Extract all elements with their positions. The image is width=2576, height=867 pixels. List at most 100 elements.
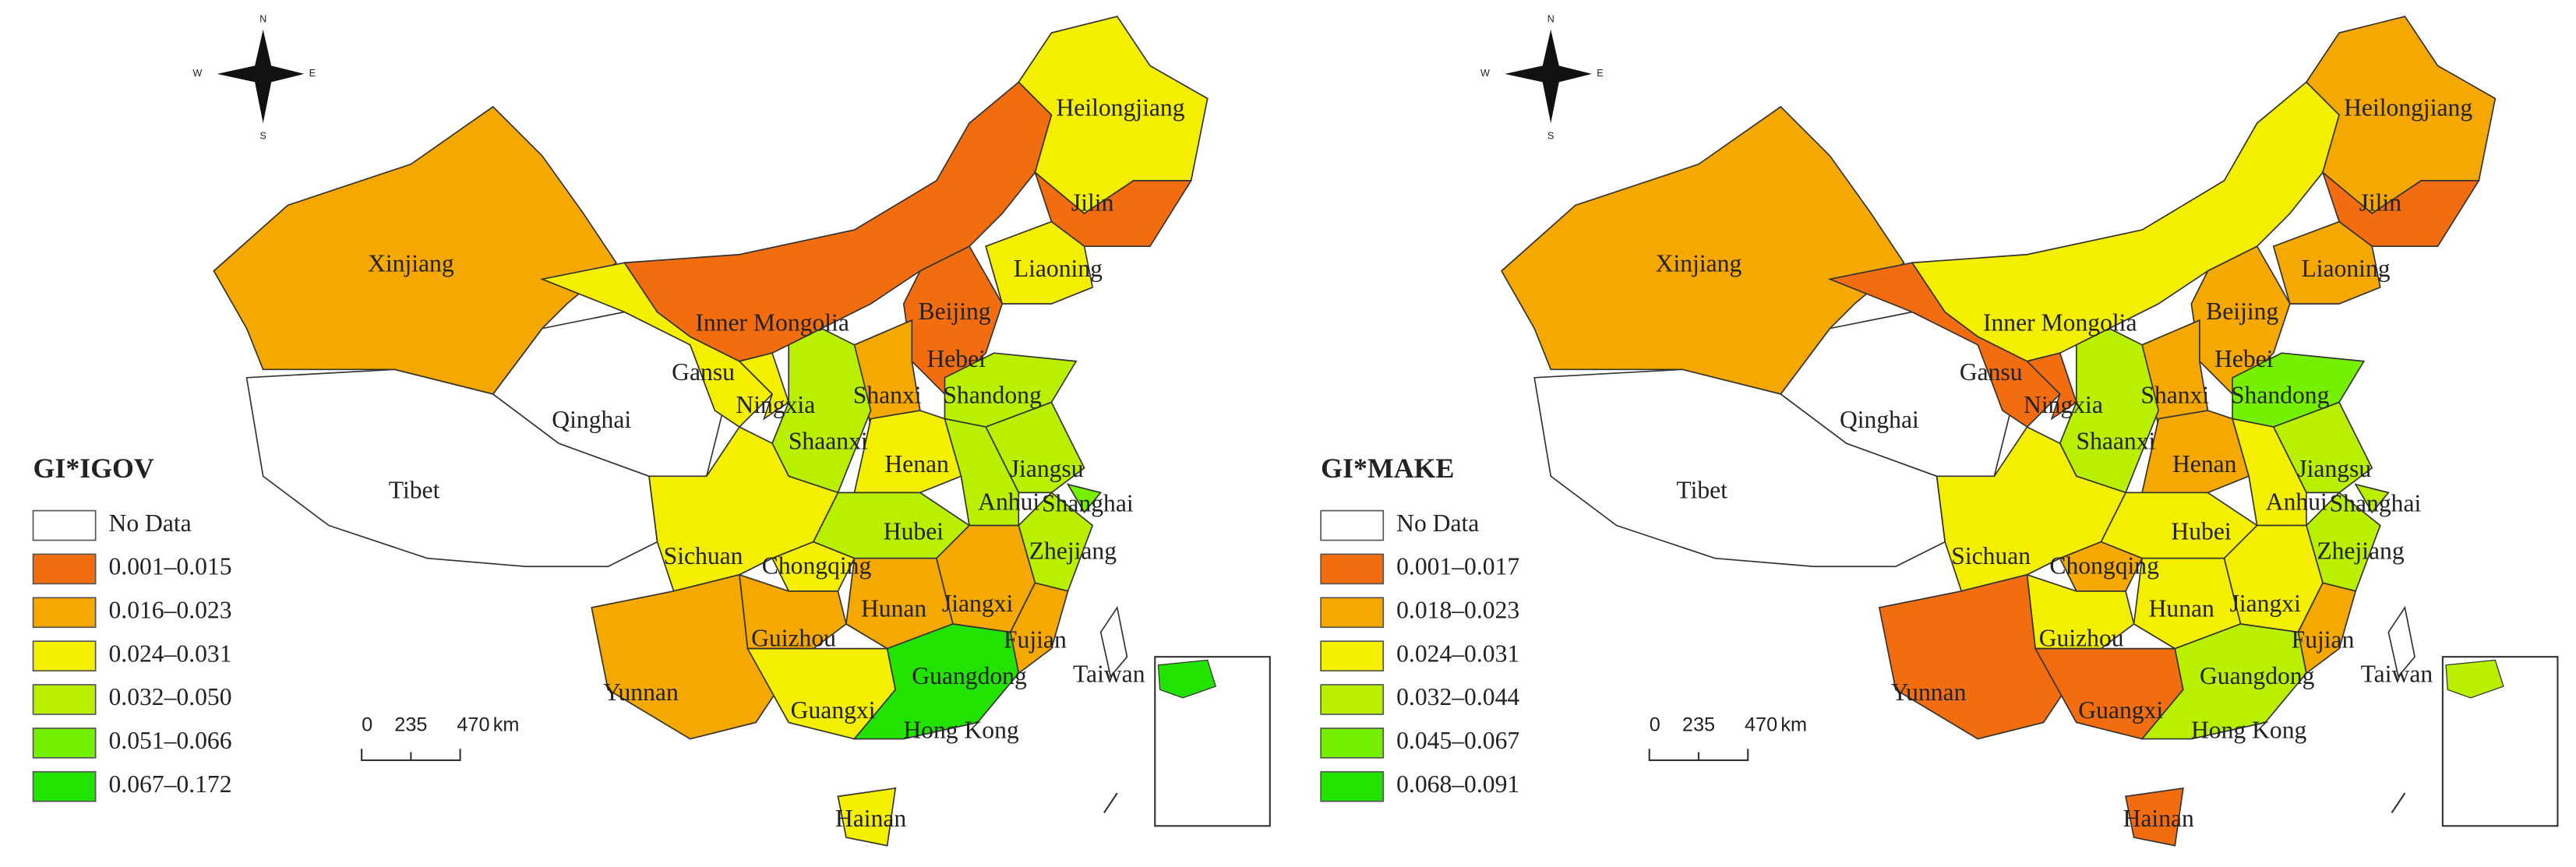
legend-title: GI*MAKE — [1321, 453, 1454, 484]
province — [2387, 605, 2415, 678]
province-label: Ningxia — [736, 391, 815, 418]
province-label: Qinghai — [552, 406, 631, 433]
province-label: Anhui — [978, 488, 1039, 515]
province-label: Zhejiang — [2317, 537, 2405, 565]
province-label: Liaoning — [2301, 255, 2390, 282]
province — [1099, 605, 1128, 678]
province-label: Jiangxi — [942, 590, 1014, 617]
province — [771, 541, 856, 592]
province — [2025, 352, 2077, 421]
legend-label: 0.016–0.023 — [108, 597, 231, 624]
province-label: Inner Mongolia — [695, 309, 849, 337]
province-label: Shandong — [943, 381, 1042, 408]
province-label: Hainan — [2123, 805, 2194, 832]
province — [852, 623, 1020, 740]
scale-label: 235 — [394, 714, 427, 735]
province-label: Inner Mongolia — [1983, 309, 2137, 337]
province — [738, 352, 790, 421]
province — [837, 787, 897, 847]
province-label: Taiwan — [2361, 661, 2433, 688]
legend-label: 0.018–0.023 — [1396, 597, 1519, 624]
province-label: Xinjiang — [368, 250, 454, 277]
province-label: Guangxi — [791, 696, 876, 724]
province — [2354, 483, 2390, 514]
province — [1066, 483, 1103, 514]
legend-swatch — [1320, 728, 1385, 759]
province-label: Guizhou — [2039, 624, 2124, 651]
province-label: Jiangsu — [2297, 455, 2371, 482]
province-label: Heilongjiang — [2344, 93, 2472, 121]
compass-letter: E — [309, 68, 316, 79]
legend-label: 0.024–0.031 — [1396, 640, 1519, 667]
scale-label: km — [1780, 714, 1807, 735]
compass-rose — [217, 29, 305, 124]
province-label: Liaoning — [1014, 255, 1103, 282]
compass-letter: S — [1547, 130, 1554, 141]
province-label: Shaanxi — [2076, 427, 2155, 454]
province — [623, 81, 1053, 362]
province-label: Sichuan — [664, 542, 743, 569]
compass-letter: N — [259, 14, 266, 25]
legend-swatch — [1320, 640, 1385, 671]
province-label: Tibet — [389, 477, 440, 504]
legend-swatch — [32, 509, 97, 541]
province-label: Qinghai — [1840, 406, 1919, 433]
province-label: Beijing — [2206, 298, 2278, 325]
legend-label: 0.001–0.017 — [1396, 553, 1519, 580]
compass-letter: W — [1480, 68, 1490, 79]
province-label: Chongqing — [762, 552, 872, 580]
legend-swatch — [32, 728, 97, 759]
inset-tick — [1103, 792, 1118, 814]
province — [1936, 425, 2127, 592]
inset-land — [2445, 659, 2504, 699]
compass-rose — [1505, 29, 1592, 124]
compass-letter: E — [1597, 68, 1603, 79]
province-label: Guizhou — [751, 624, 836, 651]
province-label: Guangdong — [2200, 662, 2315, 689]
inset-land — [1157, 659, 1217, 699]
legend-label: 0.068–0.091 — [1396, 770, 1519, 798]
legend-swatch — [32, 640, 97, 671]
legend-label: 0.032–0.044 — [1396, 683, 1519, 710]
compass-letter: S — [259, 130, 266, 141]
scale-label: 470 — [1745, 714, 1777, 735]
province-label: Xinjiang — [1656, 250, 1742, 277]
province — [648, 425, 839, 592]
legend-label: 0.024–0.031 — [108, 640, 231, 667]
province-label: Shanxi — [2140, 381, 2209, 408]
scale-label: 0 — [362, 714, 372, 735]
legend-label: 0.045–0.067 — [1396, 727, 1519, 754]
province-label: Yunnan — [603, 678, 679, 706]
province-label: Zhejiang — [1029, 537, 1117, 565]
province-label: Anhui — [2266, 488, 2327, 515]
map-panel: Xinjiang Tibet Qinghai Gansu Inner Mongolia H… — [32, 14, 1271, 847]
inset-tick — [2391, 792, 2406, 814]
province-label: Hong Kong — [903, 716, 1019, 743]
province-label: Hainan — [835, 805, 906, 832]
province-label: Hebei — [926, 345, 986, 372]
province-label: Chongqing — [2049, 552, 2159, 580]
province-label: Jiangsu — [1010, 455, 1084, 482]
province-label: Ningxia — [2024, 391, 2103, 418]
map-panel: Xinjiang Tibet Qinghai Gansu Inner Mongolia H… — [1320, 14, 2559, 847]
scale-bar — [1648, 749, 1749, 762]
legend-label: 0.051–0.066 — [108, 727, 231, 754]
province-label: Taiwan — [1073, 661, 1145, 688]
scale-label: 470 — [457, 714, 489, 735]
legend-swatch — [32, 684, 97, 715]
legend-label: 0.001–0.015 — [108, 553, 231, 580]
compass-letter: N — [1547, 14, 1554, 25]
province-label: Jiangxi — [2230, 590, 2302, 617]
province-label: Henan — [2172, 450, 2237, 478]
legend-swatch — [1320, 509, 1385, 541]
legend-swatch — [1320, 770, 1385, 802]
province-label: Shaanxi — [789, 427, 868, 454]
province-label: Gansu — [1960, 358, 2023, 386]
province-label: Jilin — [1071, 189, 1114, 217]
province-label: Heilongjiang — [1056, 93, 1184, 121]
legend-swatch — [1320, 684, 1385, 715]
province-label: Sichuan — [1951, 542, 2031, 569]
province-label: Shandong — [2231, 381, 2330, 408]
province-label: Guangdong — [912, 662, 1027, 689]
